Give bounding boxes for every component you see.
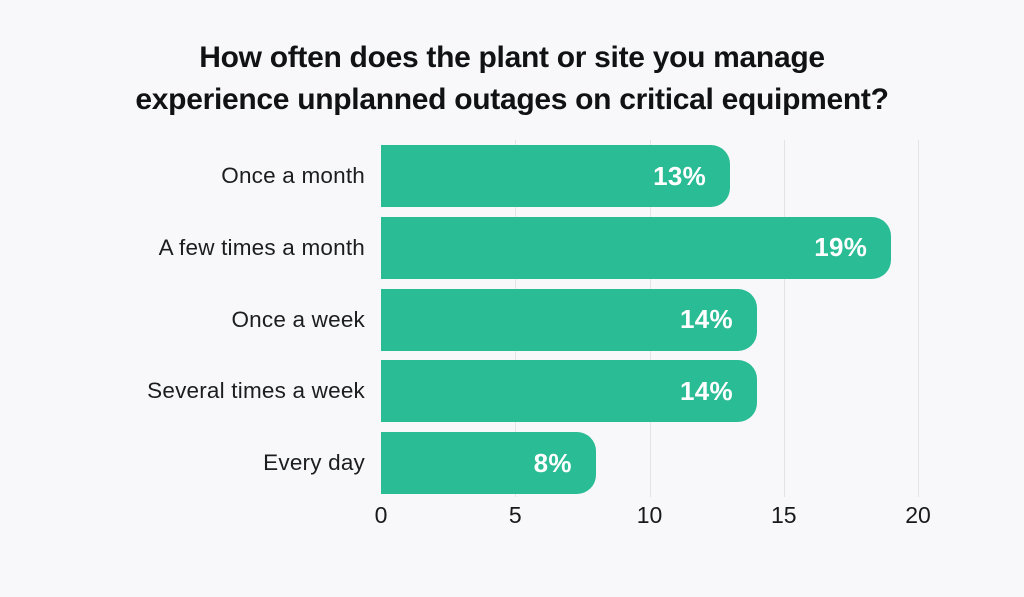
bar: 14% bbox=[381, 288, 757, 351]
bar: 19% bbox=[381, 216, 892, 279]
bar-track: 19% bbox=[381, 216, 918, 279]
category-label: A few times a month bbox=[158, 234, 365, 260]
bar: 14% bbox=[381, 360, 757, 423]
bar-row: Every day 8% bbox=[0, 432, 918, 494]
bar-row: Once a month 13% bbox=[0, 145, 918, 207]
bar-row: Several times a week 14% bbox=[0, 360, 918, 423]
x-tick-label: 5 bbox=[508, 502, 522, 528]
chart-title-line-2: experience unplanned outages on critical… bbox=[135, 83, 889, 116]
x-axis: 0 5 10 15 20 bbox=[375, 502, 931, 532]
chart-title: How often does the plant or site you man… bbox=[0, 37, 1024, 121]
category-label: Once a week bbox=[231, 306, 365, 332]
bar-track: 8% bbox=[381, 432, 918, 494]
bar-track: 14% bbox=[381, 360, 918, 423]
bar-row: Once a week 14% bbox=[0, 288, 918, 351]
bar-track: 13% bbox=[381, 145, 918, 207]
chart-title-line-1: How often does the plant or site you man… bbox=[199, 41, 825, 74]
gridline bbox=[918, 140, 919, 497]
x-tick-label: 15 bbox=[770, 502, 797, 528]
bar-value-label: 14% bbox=[679, 375, 733, 406]
bar-value-label: 14% bbox=[679, 304, 733, 334]
category-label: Once a month bbox=[221, 163, 365, 188]
bar-rows: Once a month 13% A few times a month 19% Onc… bbox=[0, 145, 918, 494]
category-label: Several times a week bbox=[147, 378, 365, 404]
x-tick-label: 20 bbox=[905, 502, 931, 528]
bar-row: A few times a month 19% bbox=[0, 216, 918, 279]
gridline bbox=[783, 140, 785, 497]
bar-value-label: 19% bbox=[814, 232, 868, 263]
category-label: Every day bbox=[263, 450, 365, 475]
bar-track: 14% bbox=[381, 288, 918, 351]
bar-value-label: 8% bbox=[533, 447, 572, 478]
x-tick-label: 0 bbox=[374, 502, 388, 528]
bar: 8% bbox=[381, 432, 596, 494]
bar-value-label: 13% bbox=[653, 160, 707, 191]
x-tick-label: 10 bbox=[636, 502, 663, 528]
bar: 13% bbox=[381, 145, 731, 207]
